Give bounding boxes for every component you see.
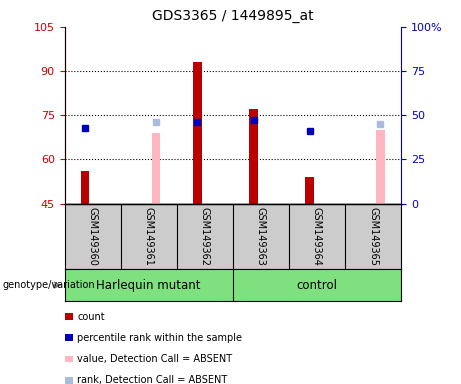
Text: GSM149364: GSM149364: [312, 207, 322, 266]
Title: GDS3365 / 1449895_at: GDS3365 / 1449895_at: [152, 9, 313, 23]
Text: GSM149361: GSM149361: [144, 207, 154, 266]
Text: control: control: [296, 279, 337, 291]
Bar: [376, 130, 384, 204]
Text: GSM149360: GSM149360: [88, 207, 98, 266]
Bar: [306, 177, 314, 204]
Text: percentile rank within the sample: percentile rank within the sample: [77, 333, 242, 343]
Bar: [81, 171, 89, 204]
Bar: [193, 62, 201, 204]
Text: value, Detection Call = ABSENT: value, Detection Call = ABSENT: [77, 354, 232, 364]
Text: GSM149362: GSM149362: [200, 207, 210, 266]
Bar: [152, 133, 160, 204]
Text: GSM149365: GSM149365: [368, 207, 378, 266]
Text: GSM149363: GSM149363: [256, 207, 266, 266]
Bar: [249, 109, 258, 204]
Text: count: count: [77, 312, 105, 322]
Text: Harlequin mutant: Harlequin mutant: [96, 279, 201, 291]
Text: rank, Detection Call = ABSENT: rank, Detection Call = ABSENT: [77, 375, 228, 384]
Text: genotype/variation: genotype/variation: [2, 280, 95, 290]
